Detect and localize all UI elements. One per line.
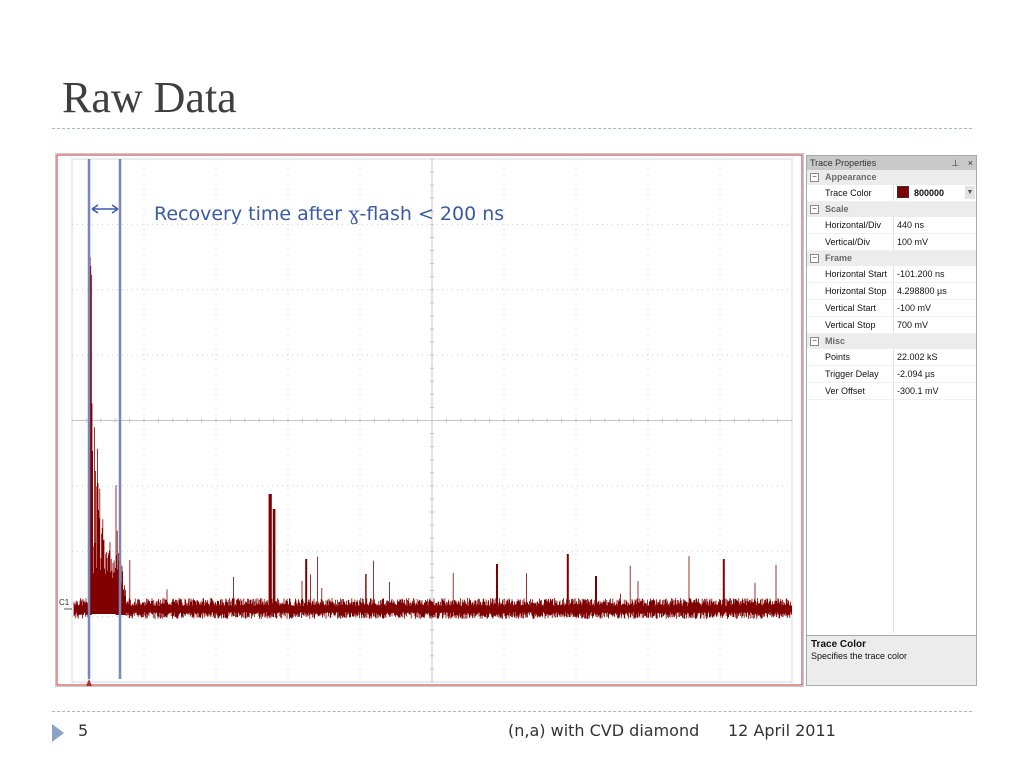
arrow-left-head <box>91 204 99 214</box>
property-value[interactable]: 440 ns <box>897 217 924 233</box>
property-key: Vertical Start <box>825 303 877 313</box>
footer-divider <box>52 711 972 712</box>
category-appearance[interactable]: − Appearance <box>807 170 976 185</box>
property-value[interactable]: -100 mV <box>897 300 931 316</box>
property-value[interactable]: 100 mV <box>897 234 928 250</box>
dropdown-arrow-icon[interactable]: ▼ <box>965 186 975 199</box>
property-value-text: 22.002 kS <box>897 352 938 362</box>
trace-properties-panel[interactable]: Trace Properties ⊥ × − Appearance Trace Co… <box>806 155 977 686</box>
collapse-icon[interactable]: − <box>810 173 819 182</box>
property-row[interactable]: Vertical Stop 700 mV <box>807 317 976 334</box>
property-value[interactable]: 22.002 kS <box>897 349 938 365</box>
property-key: Vertical Stop <box>825 320 876 330</box>
trigger-marker <box>86 679 92 686</box>
title-divider <box>52 128 972 129</box>
footer-text: (n,a) with CVD diamond <box>508 721 700 740</box>
column-splitter[interactable] <box>893 170 894 633</box>
property-row[interactable]: Ver Offset -300.1 mV <box>807 383 976 400</box>
property-value[interactable]: -2.094 µs <box>897 366 935 382</box>
channel-marker: C1 <box>59 598 70 607</box>
property-row[interactable]: Trigger Delay -2.094 µs <box>807 366 976 383</box>
property-key: Trigger Delay <box>825 369 879 379</box>
property-grid: − Appearance Trace Color 800000 ▼ − Scale Horiz… <box>807 170 976 633</box>
category-misc[interactable]: − Misc <box>807 334 976 349</box>
oscilloscope-display[interactable]: Recovery time after ɣ-flash < 200 ns C1 <box>55 153 804 687</box>
property-row[interactable]: Horizontal Stop 4.298800 µs <box>807 283 976 300</box>
property-key: Horizontal/Div <box>825 220 882 230</box>
property-value[interactable]: -300.1 mV <box>897 383 939 399</box>
category-label: Misc <box>825 336 846 346</box>
scope-frame <box>56 154 803 686</box>
property-key: Vertical/Div <box>825 237 871 247</box>
panel-header: Trace Properties ⊥ × <box>807 156 976 170</box>
category-scale[interactable]: − Scale <box>807 202 976 217</box>
property-value-text: -100 mV <box>897 303 932 313</box>
panel-title: Trace Properties <box>810 158 877 168</box>
property-key: Points <box>825 352 851 362</box>
property-value[interactable]: 4.298800 µs <box>897 283 947 299</box>
pin-icon[interactable]: ⊥ <box>951 158 960 168</box>
recovery-annotation: Recovery time after ɣ-flash < 200 ns <box>154 200 534 229</box>
property-description: Trace Color Specifies the trace color <box>807 635 976 685</box>
property-value-text: 100 mV <box>897 237 929 247</box>
category-frame[interactable]: − Frame <box>807 251 976 266</box>
property-value[interactable]: 700 mV <box>897 317 928 333</box>
property-value-text: -300.1 mV <box>897 386 939 396</box>
property-row[interactable]: Horizontal/Div 440 ns <box>807 217 976 234</box>
description-title: Trace Color <box>811 639 867 650</box>
property-row[interactable]: Points 22.002 kS <box>807 349 976 366</box>
property-row[interactable]: Vertical/Div 100 mV <box>807 234 976 251</box>
property-value-text: 800000 <box>914 188 945 198</box>
collapse-icon[interactable]: − <box>810 337 819 346</box>
slide-title: Raw Data <box>62 73 237 122</box>
color-swatch <box>897 186 909 198</box>
property-value-text: 440 ns <box>897 220 925 230</box>
property-value[interactable]: 800000 <box>897 185 944 201</box>
property-row[interactable]: Horizontal Start -101.200 ns <box>807 266 976 283</box>
property-row[interactable]: Trace Color 800000 ▼ <box>807 185 976 202</box>
property-key: Trace Color <box>825 188 872 198</box>
category-label: Scale <box>825 204 849 214</box>
collapse-icon[interactable]: − <box>810 205 819 214</box>
property-value-text: -2.094 µs <box>897 369 935 379</box>
property-key: Ver Offset <box>825 386 865 396</box>
description-text: Specifies the trace color <box>811 651 908 661</box>
collapse-icon[interactable]: − <box>810 254 819 263</box>
category-label: Appearance <box>825 172 877 182</box>
annotation-text-end: -flash < 200 ns <box>359 203 505 225</box>
property-value-text: 4.298800 µs <box>897 286 947 296</box>
property-key: Horizontal Start <box>825 269 888 279</box>
footer-date: 12 April 2011 <box>728 721 836 740</box>
category-label: Frame <box>825 253 853 263</box>
scope-graticule <box>56 154 803 686</box>
property-value[interactable]: -101.200 ns <box>897 266 945 282</box>
waveform-trace <box>73 230 792 619</box>
annotation-text-start: Recovery time after <box>154 203 349 225</box>
property-row[interactable]: Vertical Start -100 mV <box>807 300 976 317</box>
property-value-text: -101.200 ns <box>897 269 945 279</box>
property-key: Horizontal Stop <box>825 286 887 296</box>
close-icon[interactable]: × <box>967 158 973 168</box>
gamma-symbol: ɣ <box>348 203 360 225</box>
property-value-text: 700 mV <box>897 320 929 330</box>
footer-arrow-icon <box>52 724 64 742</box>
arrow-right-head <box>111 204 119 214</box>
page-number: 5 <box>78 721 89 740</box>
